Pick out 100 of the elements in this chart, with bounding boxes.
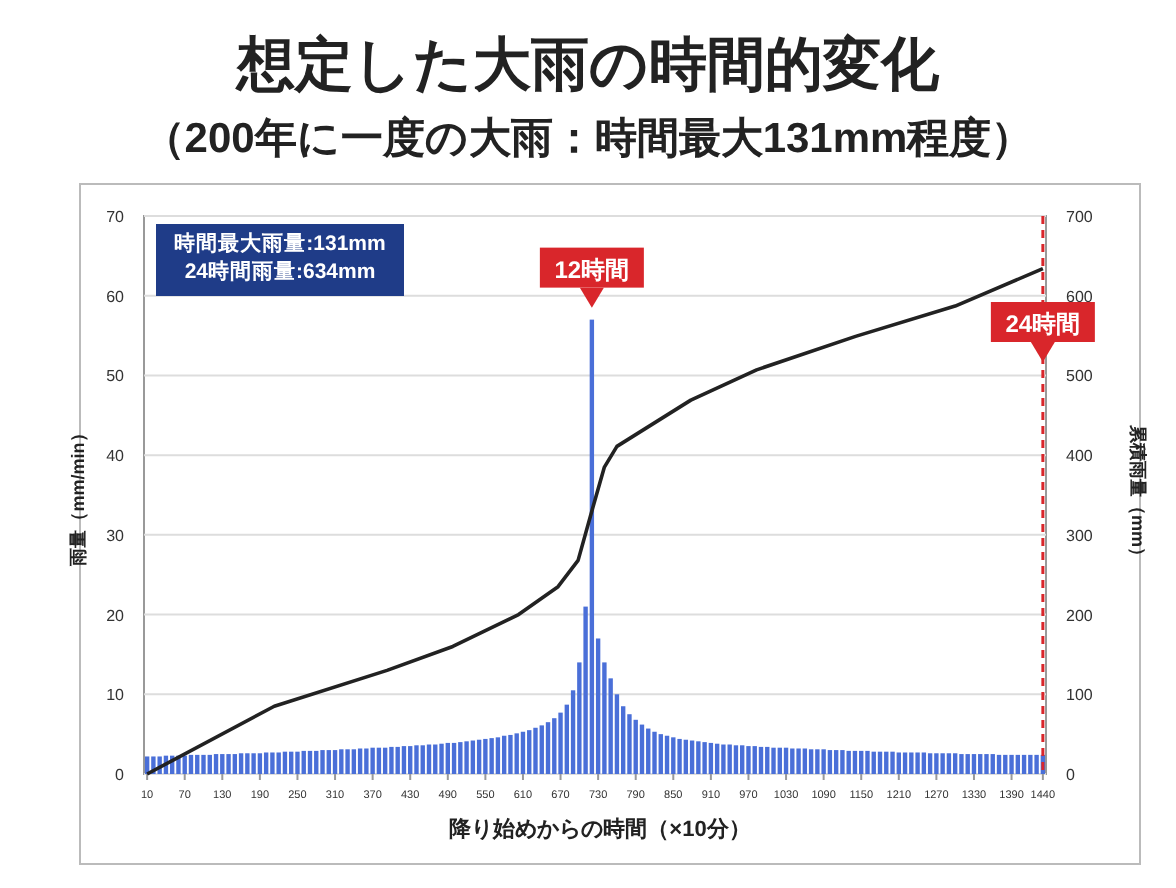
bar <box>470 740 476 774</box>
bar <box>946 753 952 774</box>
y2-axis-title: 累積雨量（mm） <box>1128 422 1148 566</box>
bar <box>282 751 288 774</box>
bar <box>408 746 413 774</box>
bar <box>395 746 400 774</box>
annotation: 時間最大雨量:131mm <box>174 230 386 256</box>
y2-tick-label: 700 <box>1066 208 1094 226</box>
bar <box>796 748 801 774</box>
y2-tick-label: 300 <box>1066 526 1094 545</box>
bar <box>783 747 789 774</box>
bar <box>514 733 519 774</box>
chart-subtitle: （200年に一度の大雨：時間最大131mm程度） <box>142 114 1034 162</box>
bar <box>426 744 432 774</box>
ref-line-label: 24時間 <box>1005 310 1081 338</box>
y-tick-label: 40 <box>106 447 126 466</box>
bar <box>195 754 200 774</box>
y-tick-label: 70 <box>106 208 126 226</box>
bar <box>1015 754 1020 774</box>
bar <box>382 747 388 774</box>
bar <box>420 745 425 774</box>
bar <box>351 749 357 774</box>
bar <box>464 741 469 774</box>
bar <box>746 746 751 774</box>
bar <box>639 724 645 774</box>
bar <box>501 735 507 774</box>
bar <box>489 738 494 774</box>
bar <box>1021 754 1027 774</box>
bar <box>815 749 820 774</box>
bar <box>451 742 457 774</box>
bar <box>270 752 275 774</box>
bar <box>533 727 538 774</box>
bar <box>871 751 876 774</box>
bar <box>959 754 964 774</box>
y-tick-label: 20 <box>106 606 126 625</box>
bar <box>752 746 757 774</box>
bar <box>558 712 563 774</box>
bar <box>727 744 732 774</box>
bar <box>765 746 770 774</box>
bar <box>357 748 363 774</box>
bar <box>890 751 895 774</box>
bar <box>984 754 989 774</box>
y2-tick-label: 500 <box>1066 367 1094 386</box>
bar <box>527 730 532 774</box>
bar <box>238 753 244 774</box>
bar <box>671 737 676 774</box>
bar <box>646 728 651 774</box>
bar <box>245 753 250 774</box>
bar <box>439 743 444 774</box>
bar <box>1028 754 1033 774</box>
x-axis-title: 降り始めからの時間（×10分） <box>449 816 751 842</box>
bar <box>884 751 889 774</box>
bar <box>790 748 795 774</box>
y2-tick-label: 200 <box>1066 606 1094 625</box>
bar <box>940 753 945 774</box>
y-tick-label: 30 <box>106 526 126 545</box>
bar <box>896 752 901 774</box>
bar <box>996 754 1002 774</box>
annotation: 12時間 <box>554 255 630 284</box>
bar <box>370 747 375 774</box>
bar <box>721 744 726 774</box>
bar <box>833 750 839 774</box>
bar <box>846 750 851 774</box>
y-tick-label: 10 <box>106 686 126 705</box>
bar <box>777 747 782 774</box>
bar <box>859 750 864 774</box>
bar <box>295 751 300 774</box>
callout: 12時間 <box>539 247 644 308</box>
bar <box>188 754 194 774</box>
bar <box>990 754 995 774</box>
bar <box>345 749 350 774</box>
bar <box>301 750 306 774</box>
bar <box>263 752 269 774</box>
bar <box>1009 754 1014 774</box>
bar <box>226 754 231 774</box>
bar <box>314 750 319 774</box>
bar <box>827 750 833 774</box>
bar <box>520 731 526 774</box>
bar <box>808 749 814 774</box>
bar <box>927 753 933 774</box>
bar <box>708 742 714 774</box>
bar <box>633 719 638 774</box>
bar <box>495 737 501 774</box>
bar <box>821 749 826 774</box>
bar <box>689 740 695 774</box>
bar <box>740 745 745 774</box>
bar <box>683 739 689 774</box>
bar <box>201 754 206 774</box>
y2-tick-label: 400 <box>1066 447 1094 466</box>
bar <box>952 753 958 774</box>
annotation: 24時間雨量:634mm <box>184 258 376 284</box>
bar <box>978 754 983 774</box>
y-tick-label: 60 <box>106 287 126 306</box>
bar <box>627 714 632 774</box>
bar <box>840 750 845 774</box>
bar <box>364 748 369 774</box>
y-tick-label: 0 <box>115 766 126 784</box>
bar <box>545 722 551 774</box>
bar <box>307 750 313 774</box>
bar <box>445 742 450 774</box>
